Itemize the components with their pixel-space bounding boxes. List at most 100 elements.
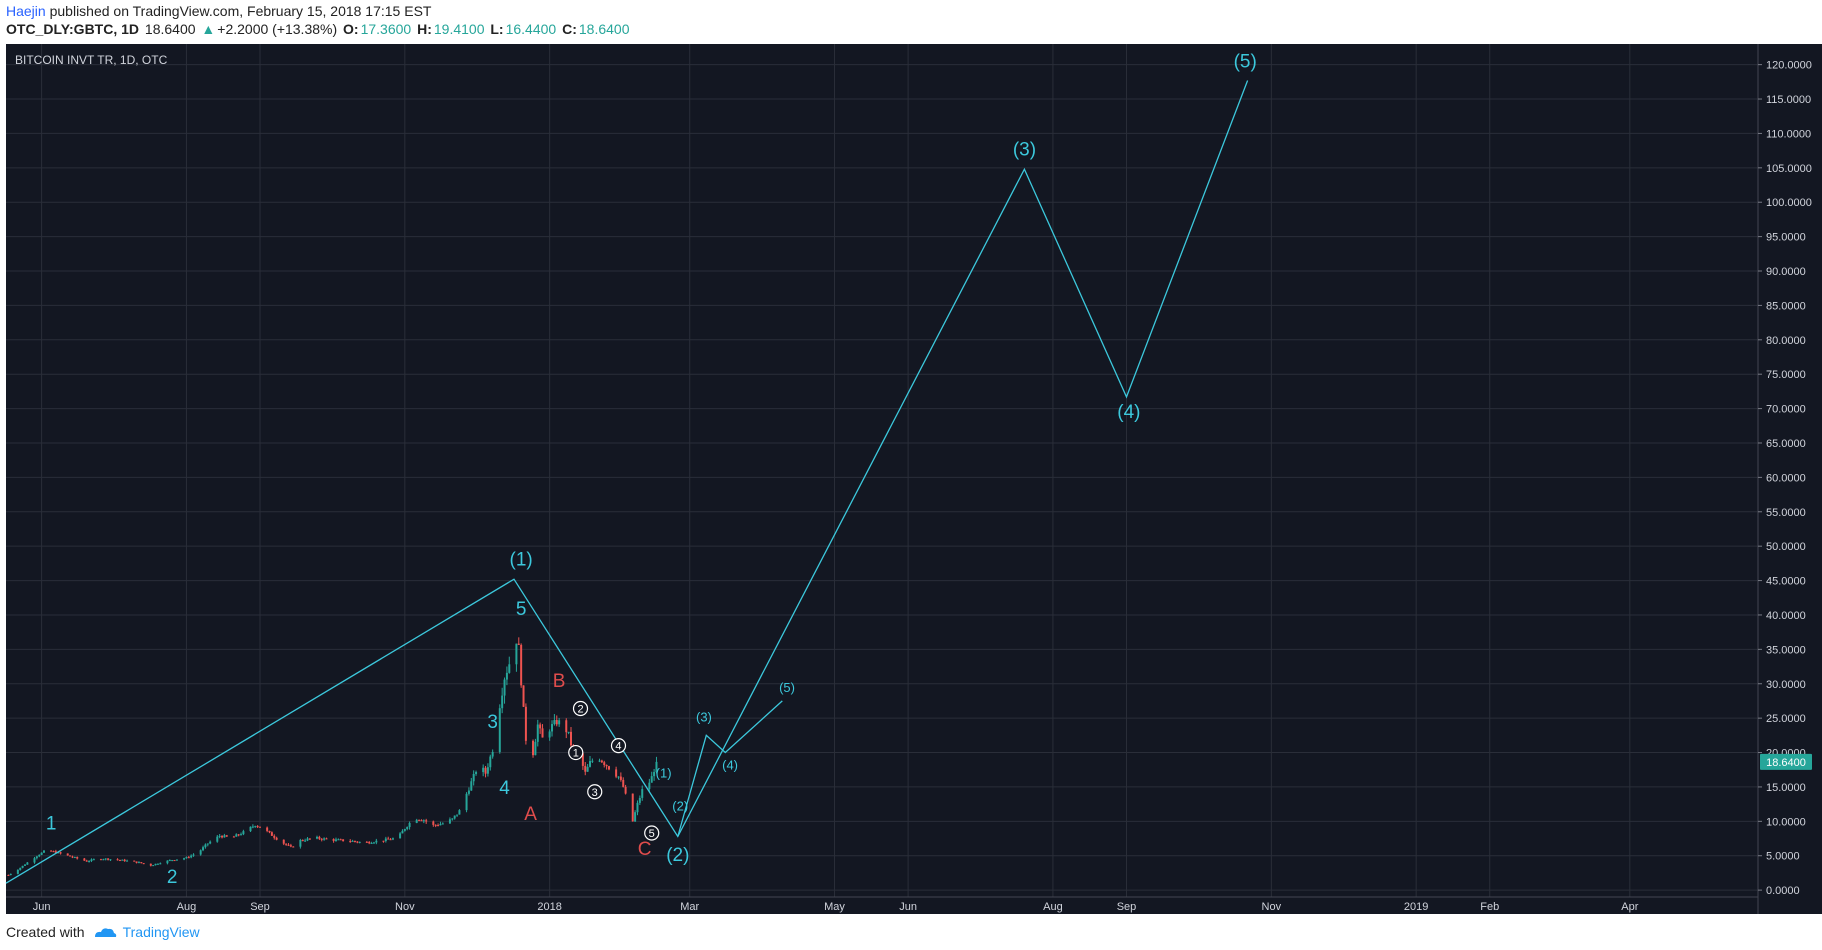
candle-body (235, 834, 238, 837)
candle-body (486, 767, 489, 774)
candle-body (567, 731, 570, 733)
candle-body (7, 874, 10, 876)
time-tick-label: Apr (1621, 901, 1638, 913)
candle-body (85, 860, 88, 862)
price-tick-label: 45.0000 (1766, 576, 1806, 588)
last-price-badge-text: 18.6400 (1766, 757, 1806, 769)
candle-body (156, 863, 159, 865)
circled-subwave-label: 2 (577, 704, 583, 716)
candle-body (183, 858, 186, 860)
wave-line-main[interactable] (5, 80, 1249, 884)
candle-body (159, 863, 162, 865)
candle-body (342, 839, 345, 842)
candle-body (349, 841, 352, 843)
candle-body (536, 724, 539, 742)
candle-body (118, 859, 121, 861)
circled-subwave-marker (572, 700, 589, 717)
open-label: O: (343, 21, 359, 37)
wave-line-sub[interactable] (677, 700, 783, 837)
author-link[interactable]: Haejin (6, 3, 46, 19)
price-tick-label: 10.0000 (1766, 816, 1806, 828)
candle-body (498, 708, 501, 752)
price-tick-label: 80.0000 (1766, 335, 1806, 347)
candle-body (126, 860, 129, 862)
price-tick-label: 90.0000 (1766, 266, 1806, 278)
price-tick-label: 0.0000 (1766, 885, 1800, 897)
candle-body (624, 786, 627, 794)
candle-body (19, 867, 22, 870)
wave-annotations: 1 2 3 4 5 (1) A B C (2) (1) (2) (3) (4) (5) (3) (4) (5) 1 2… (46, 51, 1257, 888)
candle-body (418, 819, 421, 821)
elliott-wave-lines (5, 80, 1249, 884)
candle-body (270, 832, 273, 836)
candle-body (503, 679, 506, 696)
candle-body (104, 858, 107, 860)
ohlc-bar: OTC_DLY:GBTC, 1D 18.6400 ▲ +2.2000 (+13.3… (6, 21, 631, 37)
candle-body (273, 835, 276, 838)
last-price-badge: 18.6400 (1760, 753, 1812, 770)
wave-label: B (553, 671, 566, 692)
price-tick-label: 55.0000 (1766, 507, 1806, 519)
price-tick-label: 75.0000 (1766, 369, 1806, 381)
circled-subwave-label: 1 (573, 748, 579, 760)
candle-body (292, 846, 295, 848)
wave-label: (1) (510, 549, 533, 570)
candle-body (472, 773, 475, 782)
candle-body (387, 838, 390, 840)
candle-body (154, 863, 157, 866)
time-tick-label: Mar (680, 901, 699, 913)
close-label: C: (562, 21, 577, 37)
time-axis-labels: Jun Aug Sep Nov 2018 Mar May Jun Aug Sep Nov 2019 Fe… (33, 901, 1639, 913)
time-tick-label: Sep (250, 901, 270, 913)
wave-label: (5) (779, 680, 795, 695)
candle-body (133, 860, 136, 862)
candle-body (603, 762, 606, 765)
candle-body (467, 790, 470, 794)
candle-body (323, 838, 326, 840)
candle-body (282, 839, 285, 844)
candle-body (489, 756, 492, 768)
candle-body (209, 841, 212, 844)
candle-body (391, 838, 394, 840)
candle-body (638, 797, 641, 803)
time-axis[interactable] (6, 897, 1758, 914)
time-tick-label: 2018 (537, 901, 561, 913)
wave-label: A (524, 804, 537, 825)
candle-body (448, 819, 451, 824)
price-axis-labels: 0.00005.000010.000015.000020.000025.0000… (1758, 60, 1812, 897)
candle-body (35, 856, 38, 859)
candle-body (607, 766, 610, 770)
candle-body (315, 836, 318, 839)
time-tick-label: Aug (1043, 901, 1063, 913)
candle-body (192, 854, 195, 856)
candle-body (66, 853, 69, 856)
time-tick-label: 2019 (1404, 901, 1428, 913)
published-text: published on TradingView.com, February 1… (49, 3, 432, 19)
candle-body (406, 827, 409, 829)
time-tick-label: Aug (177, 901, 197, 913)
candle-body (268, 830, 271, 833)
candle-body (256, 826, 259, 828)
candle-body (306, 838, 309, 841)
high-label: H: (417, 21, 432, 37)
time-tick-label: Jun (899, 901, 917, 913)
candle-body (555, 719, 558, 725)
tradingview-link[interactable]: TradingView (122, 924, 200, 940)
candle-body (204, 844, 207, 848)
candle-body (251, 826, 254, 828)
candle-body (99, 859, 102, 861)
candle-body (505, 672, 508, 680)
candle-body (401, 830, 404, 834)
wave-label: 1 (46, 814, 57, 835)
last-price: 18.6400 (144, 21, 196, 37)
wave-label: (3) (696, 710, 712, 725)
up-arrow-icon: ▲ (201, 21, 216, 37)
wave-label: (3) (1013, 139, 1036, 160)
circled-subwave-marker (568, 744, 584, 761)
candle-body (40, 852, 43, 855)
wave-label: (4) (1117, 402, 1140, 423)
candle-body (534, 741, 537, 756)
candle-body (484, 767, 487, 774)
chart-pane[interactable] (6, 44, 1758, 914)
